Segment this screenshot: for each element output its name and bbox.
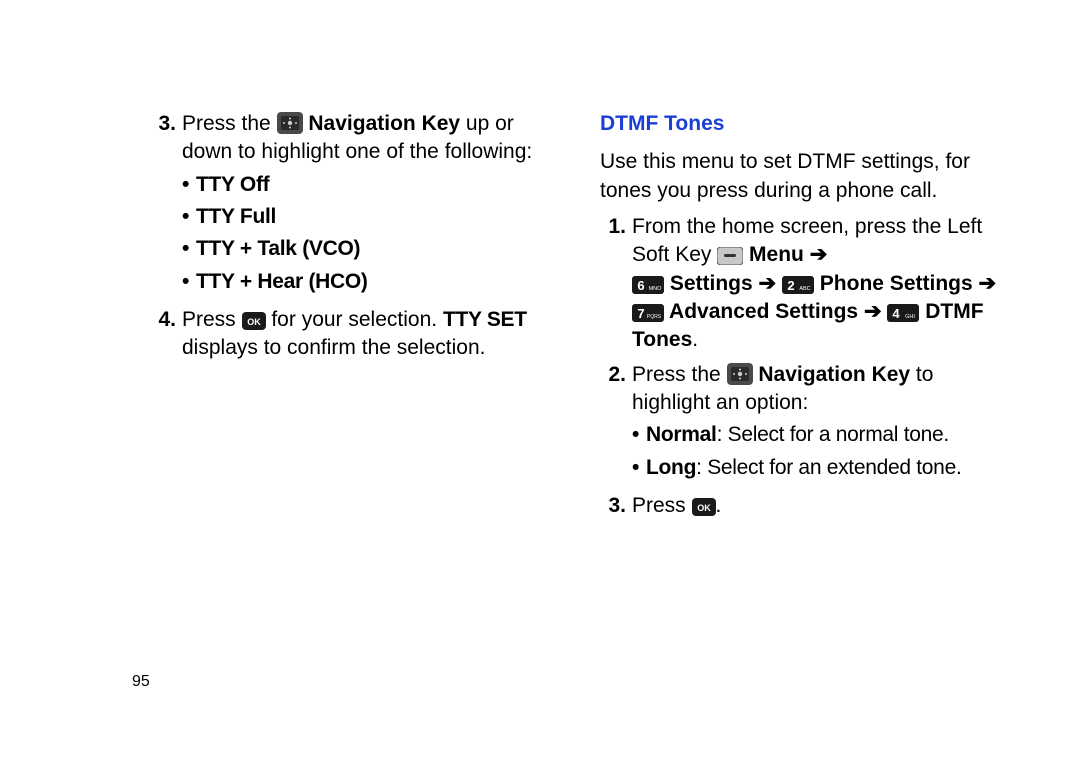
bullet-marker: • [182, 235, 196, 263]
svg-text:OK: OK [247, 317, 261, 327]
ok-key-icon: OK [692, 498, 716, 516]
text-bold: Phone Settings [814, 272, 979, 295]
svg-text:4: 4 [893, 306, 901, 321]
step-body: From the home screen, press the Left Sof… [632, 213, 1010, 355]
nav-key-icon [277, 112, 303, 134]
text: . [692, 328, 698, 351]
text-bold: TTY SET [443, 308, 527, 331]
step-number: 3. [600, 492, 632, 520]
step-body: Press the Navigation Key to highlight an… [632, 361, 1010, 486]
nav-key-icon [727, 363, 753, 385]
option-desc: : Select for an extended tone. [696, 456, 961, 479]
svg-text:MNO: MNO [649, 286, 663, 292]
step-body: Press the Navigation Key up or down to h… [182, 110, 560, 300]
svg-text:OK: OK [697, 503, 711, 513]
text: Press [632, 494, 692, 517]
left-step-4: 4. Press OK for your selection. TTY SET … [150, 306, 560, 363]
bullet-marker: • [632, 421, 646, 449]
text: Press the [182, 112, 277, 135]
step-number: 2. [600, 361, 632, 486]
bullet-item: • TTY Full [182, 203, 560, 231]
step-body: Press OK for your selection. TTY SET dis… [182, 306, 560, 363]
right-step-3: 3. Press OK. [600, 492, 1010, 520]
text-bold: Navigation Key [753, 363, 911, 386]
left-column: 3. Press the Navigation Key up or down t… [150, 110, 560, 526]
bullet-text: TTY + Talk (VCO) [196, 235, 560, 263]
svg-text:ABC: ABC [799, 286, 810, 292]
soft-key-icon [717, 247, 743, 265]
arrow-icon: ➔ [810, 243, 828, 266]
arrow-icon: ➔ [978, 272, 996, 295]
svg-text:2: 2 [787, 278, 794, 293]
section-heading: DTMF Tones [600, 110, 1010, 138]
arrow-icon: ➔ [864, 300, 882, 323]
manual-page: 3. Press the Navigation Key up or down t… [0, 0, 1080, 771]
left-step-3: 3. Press the Navigation Key up or down t… [150, 110, 560, 300]
right-column: DTMF Tones Use this menu to set DTMF set… [600, 110, 1010, 526]
page-number: 95 [132, 673, 150, 691]
step-number: 4. [150, 306, 182, 363]
bullet-marker: • [182, 203, 196, 231]
text-bold: Settings [664, 272, 759, 295]
text-bold: Advanced Settings [664, 300, 864, 323]
bullet-text: TTY Off [196, 171, 560, 199]
bullet-text: Normal: Select for a normal tone. [646, 421, 1010, 449]
text-bold: Navigation Key [303, 112, 461, 135]
svg-text:7: 7 [637, 306, 644, 321]
text: . [716, 494, 722, 517]
step-body: Press OK. [632, 492, 1010, 520]
bullet-marker: • [182, 268, 196, 296]
bullet-marker: • [182, 171, 196, 199]
bullet-text: TTY + Hear (HCO) [196, 268, 560, 296]
key-4-icon: 4 GHI [887, 304, 919, 322]
right-step-1: 1. From the home screen, press the Left … [600, 213, 1010, 355]
text: Press the [632, 363, 727, 386]
text-bold: Menu [743, 243, 810, 266]
right-step-2: 2. Press the Navigation Key to highlight… [600, 361, 1010, 486]
key-7-icon: 7PQRS [632, 304, 664, 322]
step-number: 3. [150, 110, 182, 300]
svg-text:6: 6 [637, 278, 644, 293]
option-label: Long [646, 456, 696, 479]
svg-text:GHI: GHI [906, 314, 916, 320]
key-2-icon: 2 ABC [782, 276, 814, 294]
bullet-marker: • [632, 454, 646, 482]
two-column-layout: 3. Press the Navigation Key up or down t… [150, 110, 1020, 526]
text: for your selection. [266, 308, 443, 331]
key-6-icon: 6 MNO [632, 276, 664, 294]
step-number: 1. [600, 213, 632, 355]
bullet-item: • Long: Select for an extended tone. [632, 454, 1010, 482]
option-desc: : Select for a normal tone. [717, 423, 949, 446]
bullet-text: Long: Select for an extended tone. [646, 454, 1010, 482]
intro-paragraph: Use this menu to set DTMF settings, for … [600, 148, 1010, 205]
arrow-icon: ➔ [759, 272, 777, 295]
bullet-text: TTY Full [196, 203, 560, 231]
bullet-item: • TTY + Hear (HCO) [182, 268, 560, 296]
option-label: Normal [646, 423, 717, 446]
svg-text:PQRS: PQRS [647, 314, 662, 320]
bullet-item: • TTY + Talk (VCO) [182, 235, 560, 263]
text: displays to confirm the selection. [182, 336, 485, 359]
bullet-item: • Normal: Select for a normal tone. [632, 421, 1010, 449]
text: Press [182, 308, 242, 331]
ok-key-icon: OK [242, 312, 266, 330]
bullet-item: • TTY Off [182, 171, 560, 199]
